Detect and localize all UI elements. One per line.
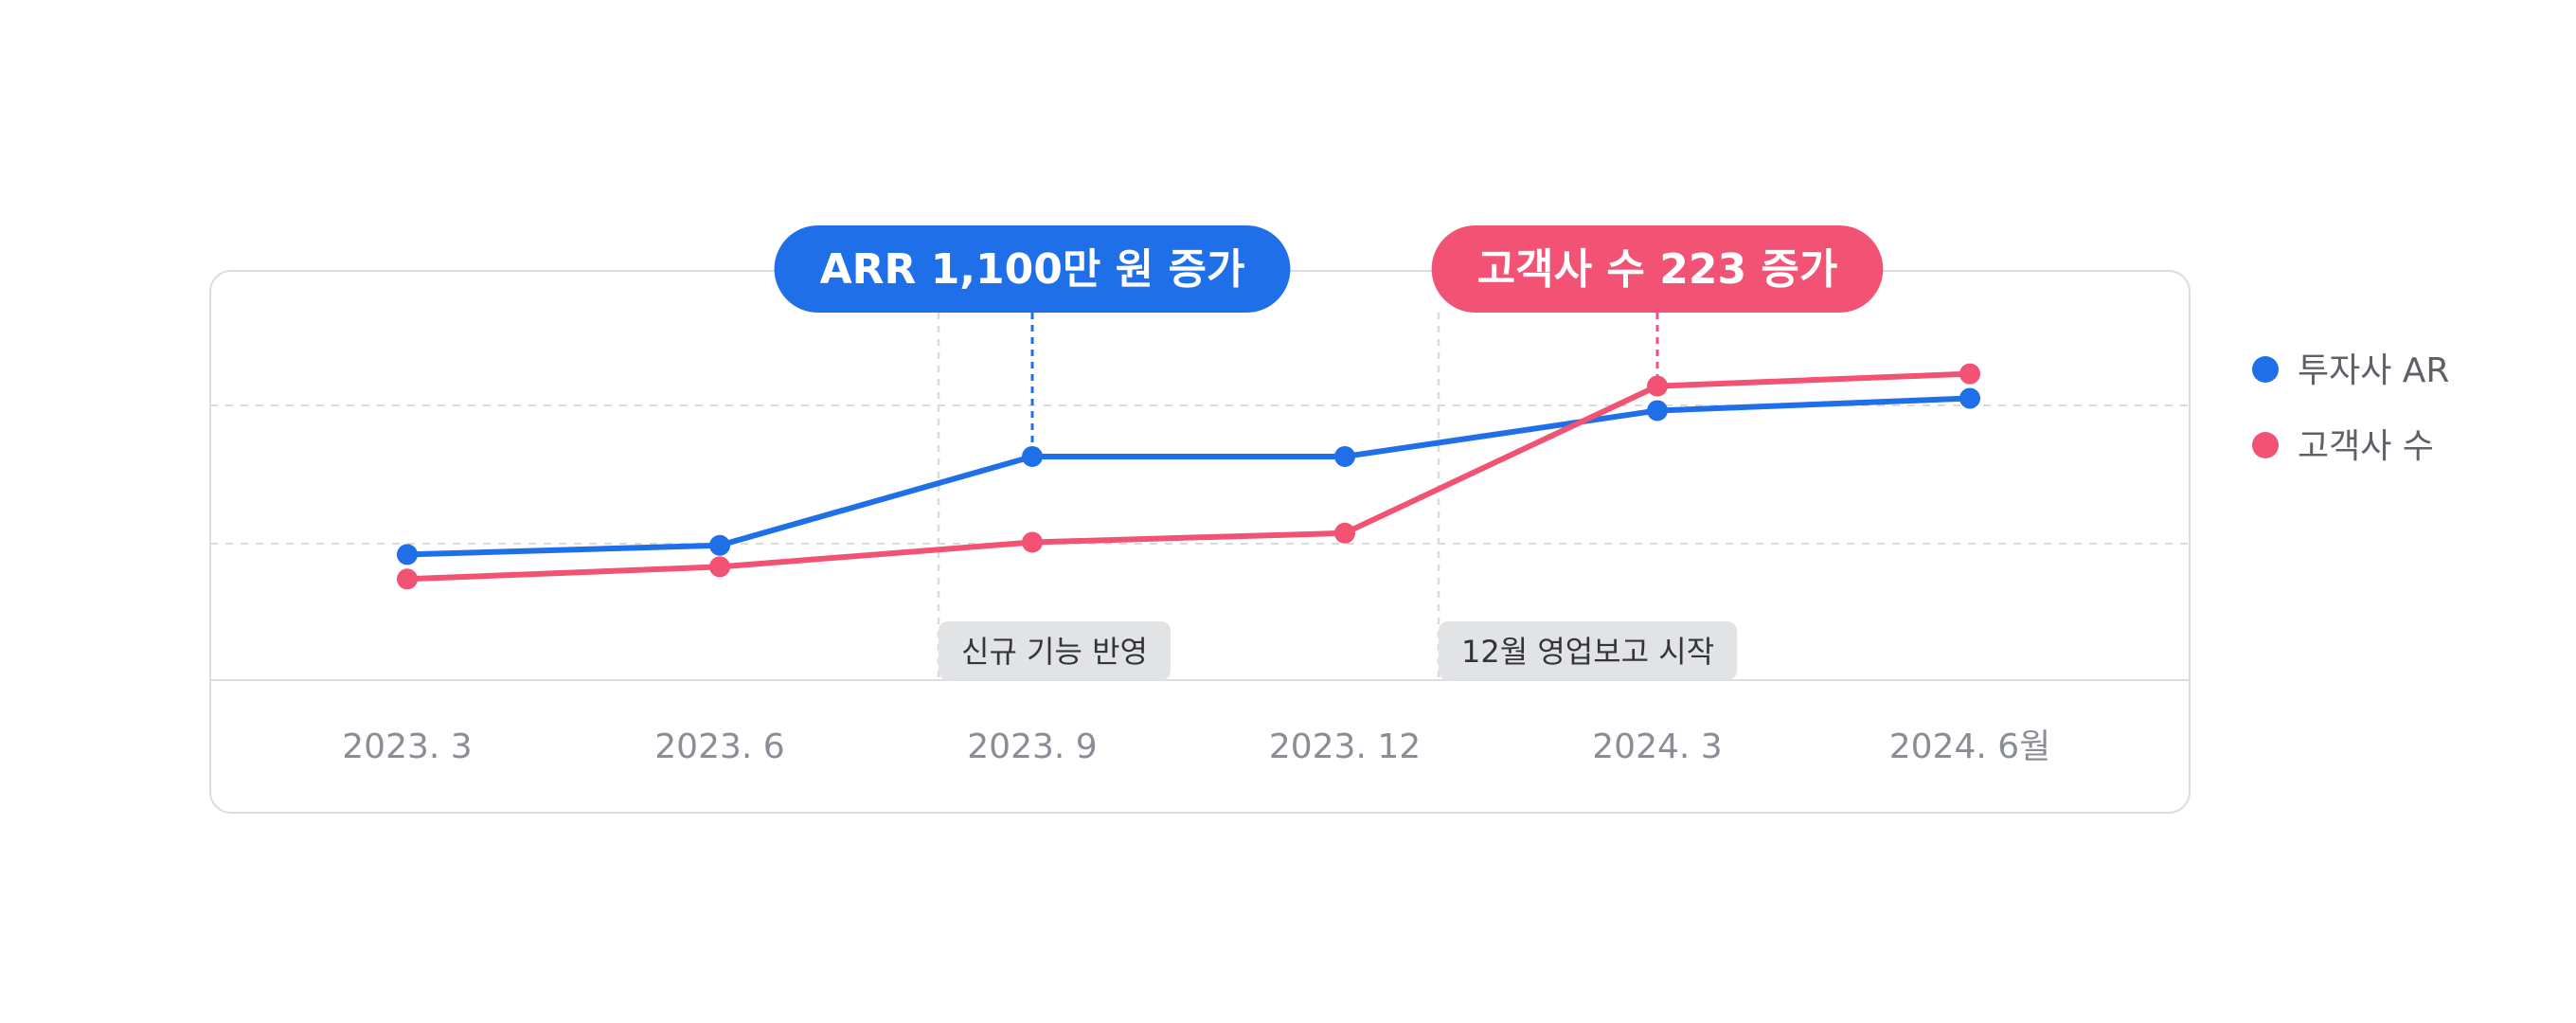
event-label: 신규 기능 반영	[961, 634, 1148, 670]
x-tick-label: 2023. 3	[342, 727, 472, 766]
callouts: ARR 1,100만 원 증가 고객사 수 223 증가	[774, 225, 1884, 457]
legend-label: 투자사 AR	[2298, 351, 2449, 390]
data-point	[1022, 445, 1043, 467]
legend: 투자사 AR 고객사 수	[2252, 351, 2449, 466]
callout-pill	[774, 225, 1291, 313]
x-tick-label: 2024. 3	[1592, 727, 1722, 766]
x-axis-ticks: 2023. 3 2023. 6 2023. 9 2023. 12 2024. 3 2024…	[342, 727, 2050, 766]
data-point	[1647, 400, 1668, 422]
series-line-2	[404, 370, 1973, 583]
data-point	[397, 568, 418, 590]
event-label: 12월 영업보고 시작	[1461, 634, 1714, 670]
data-point	[1334, 445, 1355, 467]
event-label-background	[1439, 621, 1738, 680]
x-tick-label: 2023. 12	[1269, 727, 1421, 766]
data-point	[1959, 387, 1980, 409]
grid-lines	[210, 404, 2190, 681]
data-point	[1022, 531, 1043, 553]
data-point	[709, 534, 730, 556]
legend-marker	[2252, 432, 2279, 458]
callout-pill	[1431, 225, 1884, 313]
x-tick-label: 2024. 6월	[1889, 727, 2051, 766]
data-point	[1959, 363, 1980, 385]
series-group	[397, 363, 1980, 590]
x-tick-label: 2023. 6	[654, 727, 784, 766]
data-point	[1647, 375, 1668, 397]
event-markers: 신규 기능 반영 12월 영업보고 시작	[937, 313, 1738, 680]
callout-label: ARR 1,100만 원 증가	[820, 245, 1245, 294]
data-point	[397, 544, 418, 565]
data-point	[1334, 522, 1355, 544]
data-point	[709, 556, 730, 578]
event-label-background	[939, 621, 1171, 680]
x-tick-label: 2023. 9	[967, 727, 1097, 766]
legend-label: 고객사 수	[2298, 427, 2434, 466]
callout-label: 고객사 수 223 증가	[1477, 245, 1838, 294]
series-line-1	[404, 395, 1973, 558]
legend-marker	[2252, 356, 2279, 383]
